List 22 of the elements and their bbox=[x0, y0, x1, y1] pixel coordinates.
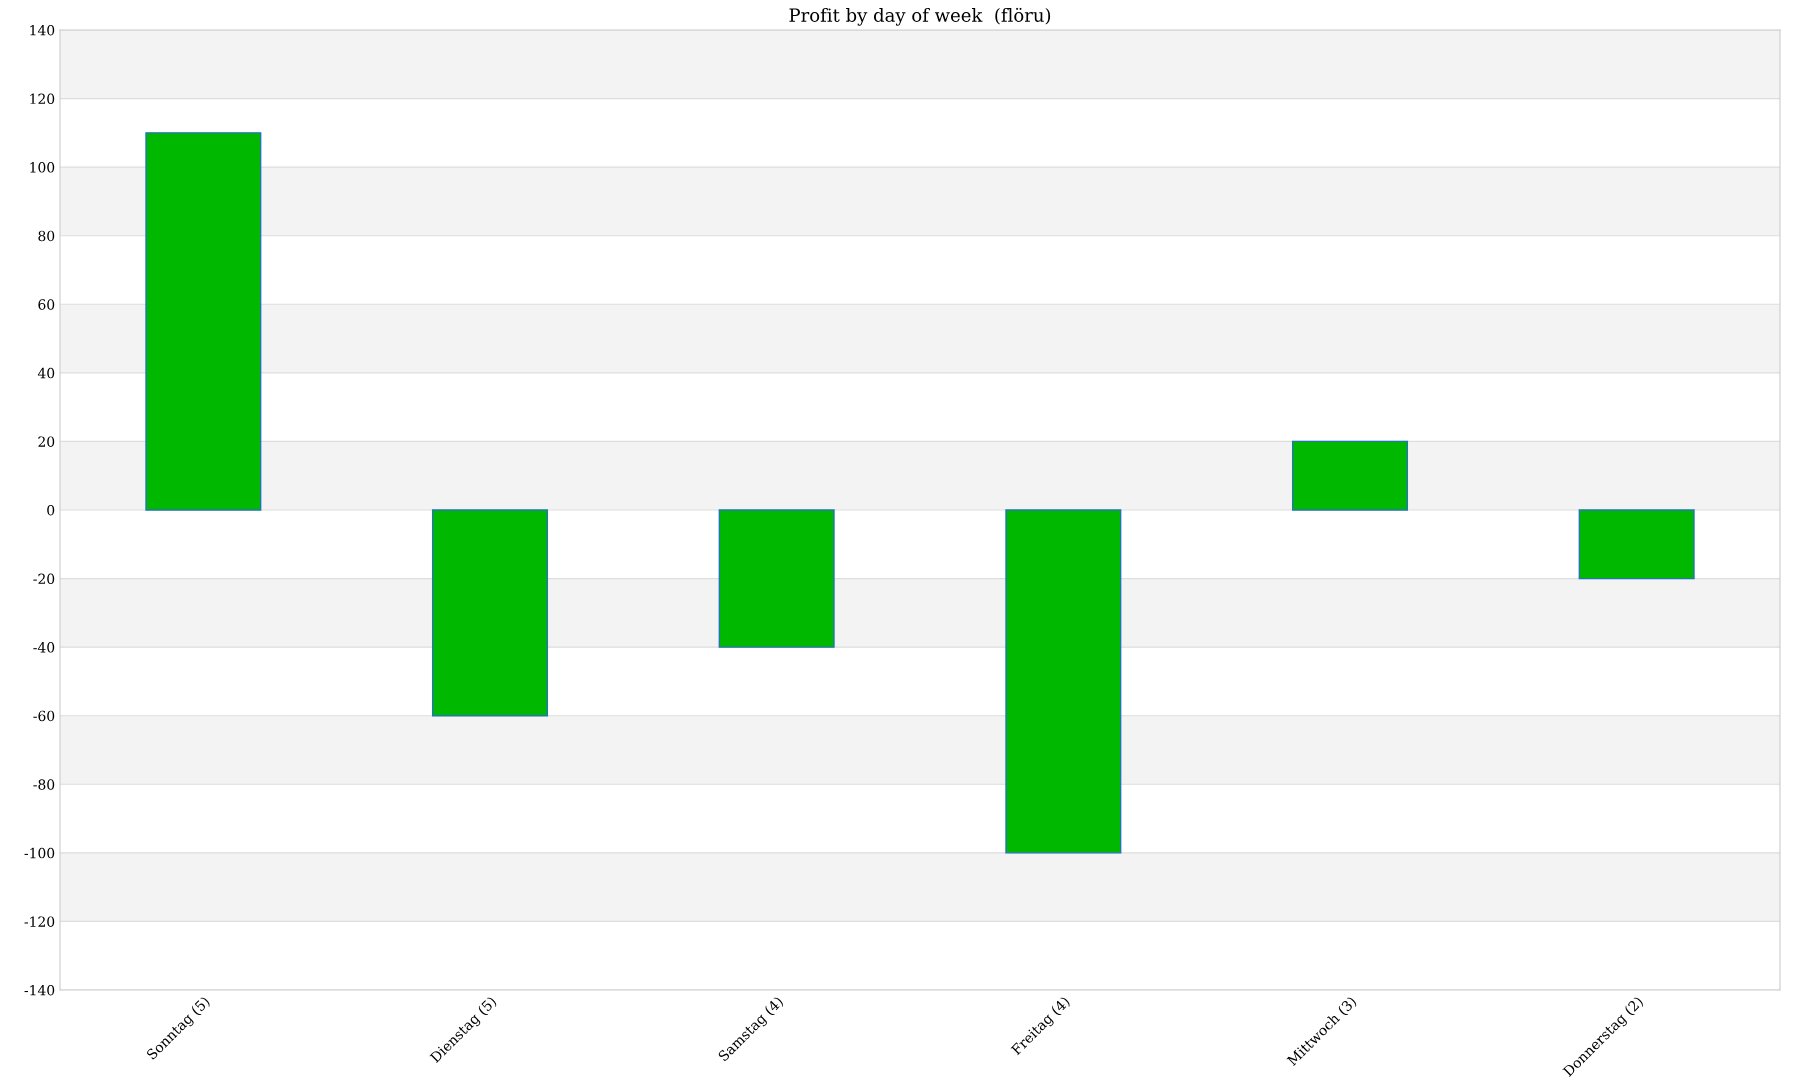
y-tick-label: 40 bbox=[37, 367, 55, 379]
bar bbox=[718, 509, 835, 648]
y-tick-label: -140 bbox=[24, 984, 55, 996]
y-tick-label: -80 bbox=[33, 779, 55, 790]
y-tick-label: 80 bbox=[38, 230, 55, 242]
y-tick-label: -100 bbox=[24, 847, 55, 859]
y-tick-label: -20 bbox=[33, 573, 55, 585]
bar bbox=[1578, 509, 1695, 580]
chart-title: Profit by day of week (flöru) bbox=[789, 7, 1051, 26]
y-tick-label: -120 bbox=[24, 916, 55, 927]
y-tick-label: 0 bbox=[47, 504, 55, 516]
bar bbox=[145, 132, 262, 511]
bar bbox=[1291, 440, 1409, 511]
y-tick-label: -40 bbox=[33, 642, 55, 653]
y-tick-label: 100 bbox=[30, 162, 55, 173]
y-tick-label: -60 bbox=[33, 710, 55, 722]
y-tick-label: 60 bbox=[38, 299, 55, 310]
bar bbox=[431, 509, 549, 717]
bar bbox=[1005, 509, 1122, 854]
y-tick-label: 120 bbox=[30, 93, 55, 105]
y-tick-label: 140 bbox=[30, 24, 55, 36]
y-tick-label: 20 bbox=[38, 436, 55, 447]
